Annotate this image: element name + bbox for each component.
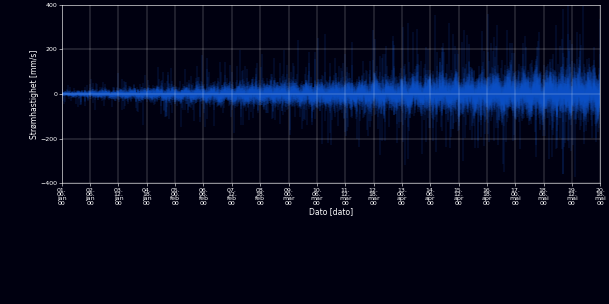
X-axis label: Dato [dato]: Dato [dato] bbox=[309, 207, 353, 216]
Y-axis label: Strømhastighet [mm/s]: Strømhastighet [mm/s] bbox=[30, 49, 39, 139]
